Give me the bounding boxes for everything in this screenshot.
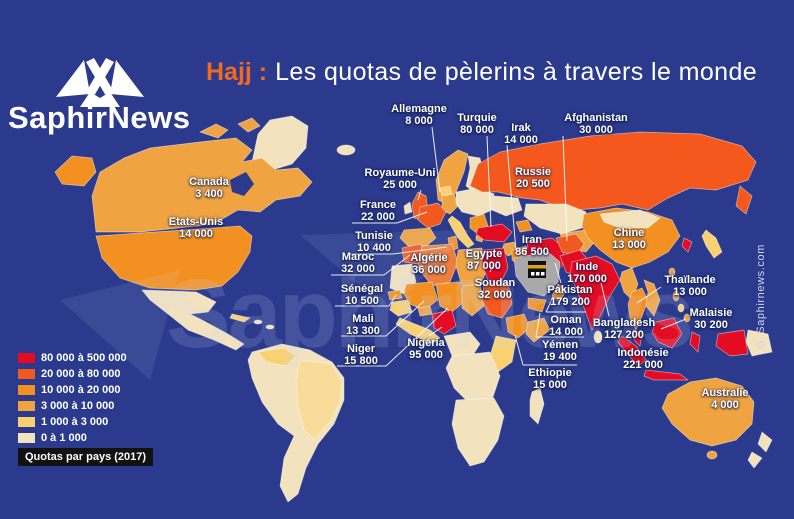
country-label-bangladesh: Bangladesh 127 200	[592, 317, 656, 341]
region-middle-east	[475, 223, 585, 313]
leader-lines	[331, 126, 687, 367]
country-label-senegal: Sénégal 10 500	[340, 283, 384, 307]
country-label-allemagne: Allemagne 8 000	[391, 103, 447, 127]
legend-row: 3 000 à 10 000	[18, 400, 127, 412]
country-label-oman: Oman 14 000	[549, 314, 583, 338]
country-label-mali: Mali 13 300	[346, 313, 380, 337]
country-label-pakistan: Pakistan 179 200	[547, 284, 593, 308]
country-label-australie: Australie 4 000	[701, 387, 749, 411]
legend-row: 10 000 à 20 000	[18, 384, 127, 396]
country-label-indonesie: Indonésie 221 000	[617, 347, 669, 371]
kaaba-icon	[528, 261, 546, 278]
country-label-etats-unis: Etats-Unis 14 000	[168, 216, 224, 240]
country-label-russie: Russie 20 500	[514, 166, 552, 190]
country-label-niger: Niger 15 800	[344, 343, 378, 367]
country-label-tunisie: Tunisie 10 400	[355, 230, 393, 254]
region-africa	[387, 235, 551, 467]
legend-title: Quotas par pays (2017)	[18, 448, 154, 466]
country-label-afghanistan: Afghanistan 30 000	[564, 112, 628, 136]
legend-swatch-cream	[18, 432, 35, 443]
saphirnews-logo-icon	[56, 58, 144, 107]
country-label-irak: Irak 14 000	[504, 122, 538, 146]
credit-text: © Saphirnews.com	[755, 244, 767, 350]
legend-swatch-orange	[18, 384, 35, 395]
legend-swatch-red	[18, 352, 35, 363]
legend-swatch-amber	[18, 400, 35, 411]
title-prefix: Hajj :	[206, 58, 268, 86]
legend: 80 000 à 500 000 20 000 à 80 000 10 000 …	[18, 352, 127, 448]
title-text: Les quotas de pèlerins à travers le mond…	[275, 58, 758, 86]
legend-swatch-dark-orange	[18, 368, 35, 379]
country-label-france: France 22 000	[359, 199, 397, 223]
country-label-chine: Chine 13 000	[612, 227, 646, 251]
country-label-royaume-uni: Royaume-Uni 25 000	[364, 167, 436, 191]
watermark-shards	[60, 230, 470, 380]
country-label-algerie: Algérie 36 000	[410, 252, 448, 276]
country-label-turquie: Turquie 80 000	[457, 112, 497, 136]
region-oceania	[617, 317, 773, 469]
legend-row: 0 à 1 000	[18, 432, 127, 444]
country-label-iran: Iran 86 500	[515, 234, 549, 258]
country-label-ethiopie: Ethiopie 15 000	[528, 367, 572, 391]
country-label-thailande: Thaïlande 13 000	[664, 274, 716, 298]
legend-row: 80 000 à 500 000	[18, 352, 127, 364]
country-label-inde: Inde 170 000	[567, 261, 607, 285]
region-south-america	[247, 343, 345, 503]
country-label-nigeria: Nigéria 95 000	[407, 337, 445, 361]
country-label-malaisie: Malaisie 30 200	[689, 307, 733, 331]
legend-swatch-yellow	[18, 416, 35, 427]
legend-row: 1 000 à 3 000	[18, 416, 127, 428]
country-label-canada: Canada 3 400	[189, 176, 229, 200]
legend-row: 20 000 à 80 000	[18, 368, 127, 380]
page-title: Hajj : Les quotas de pèlerins à travers l…	[206, 58, 757, 87]
country-label-maroc: Maroc 32 000	[341, 251, 375, 275]
country-label-yemen: Yémen 19 400	[541, 339, 579, 363]
country-label-soudan: Soudan 32 000	[474, 277, 516, 301]
region-north-america	[54, 115, 313, 351]
region-asia	[559, 207, 723, 347]
country-label-egypte: Egypte 87 000	[465, 248, 503, 272]
saphirnews-logo-text: SaphirNews	[8, 100, 191, 135]
